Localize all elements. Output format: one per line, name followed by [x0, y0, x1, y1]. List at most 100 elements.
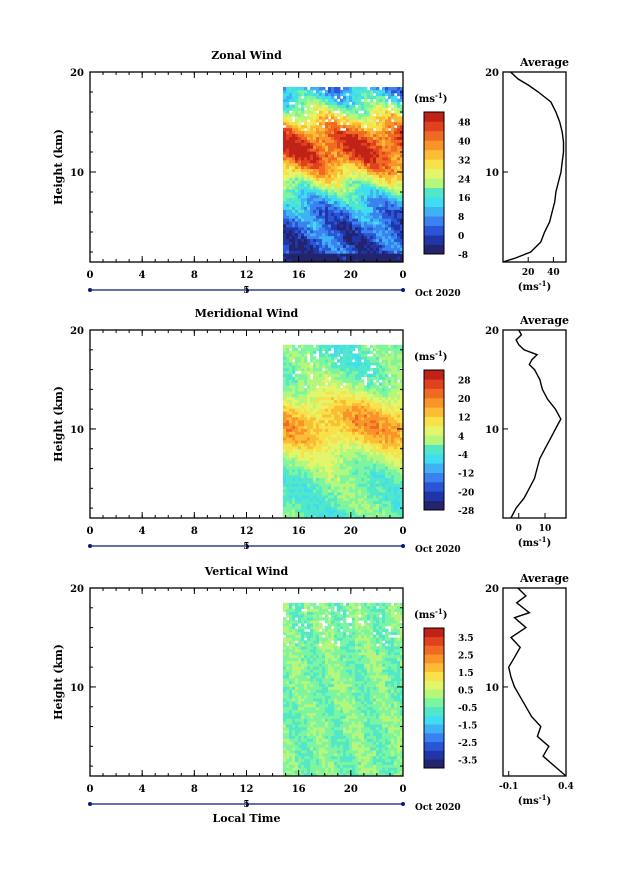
heatmap-cell [373, 212, 377, 216]
heatmap-cell [325, 457, 329, 461]
heatmap-cell [340, 437, 344, 441]
heatmap-cell [379, 396, 383, 401]
heatmap-cell [304, 445, 308, 450]
heatmap-cell [283, 189, 287, 193]
heatmap-cell [283, 382, 287, 386]
heatmap-cell [334, 396, 338, 401]
heatmap-cell [319, 773, 323, 777]
heatmap-cell [394, 136, 398, 140]
heatmap-cell [373, 154, 377, 158]
heatmap-cell [397, 165, 401, 170]
heatmap-cell [376, 224, 380, 228]
heatmap-cell [334, 174, 338, 178]
heatmap-cell [370, 174, 374, 178]
heatmap-cell [298, 180, 302, 184]
heatmap-cell [331, 500, 335, 504]
heatmap-cell [292, 379, 296, 383]
date-tick-label: 5 [243, 286, 249, 296]
heatmap-cell [310, 474, 314, 478]
heatmap-cell [358, 382, 362, 386]
heatmap-cell [358, 192, 362, 196]
heatmap-cell [310, 497, 314, 502]
heatmap-cell [313, 500, 317, 504]
heatmap-cell [349, 206, 353, 210]
heatmap-cell [370, 171, 374, 175]
heatmap-cell [391, 127, 395, 132]
heatmap-cell [322, 506, 326, 510]
heatmap-cell [367, 512, 371, 516]
heatmap-cell [313, 98, 317, 102]
heatmap-cell [328, 259, 332, 263]
heatmap-cell [283, 350, 287, 354]
heatmap-cell [322, 171, 326, 175]
heatmap-cell [283, 130, 287, 135]
heatmap-cell [283, 431, 287, 435]
heatmap-cell [361, 460, 365, 464]
heatmap-cell [364, 139, 368, 143]
heatmap-cell [310, 396, 314, 401]
heatmap-cell [340, 411, 344, 415]
heatmap-cell [331, 171, 335, 175]
heatmap-cell [364, 107, 368, 111]
heatmap-cell [364, 203, 368, 207]
heatmap-cell [376, 180, 380, 184]
heatmap-cell [301, 92, 305, 97]
heatmap-cell [307, 405, 311, 409]
date-axis-end [401, 544, 405, 548]
heatmap-cell [376, 142, 380, 146]
heatmap-cell [379, 165, 383, 170]
heatmap-cell [334, 194, 338, 199]
heatmap-cell [343, 133, 347, 137]
heatmap-cell [346, 477, 350, 481]
heatmap-cell [349, 370, 353, 375]
heatmap-cell [388, 448, 392, 453]
heatmap-cell [388, 388, 392, 392]
heatmap-cell [361, 454, 365, 458]
heatmap-cell [295, 425, 299, 429]
heatmap-cell [334, 497, 338, 502]
heatmap-cell [286, 347, 290, 352]
heatmap-cell [310, 466, 314, 470]
heatmap-cell [313, 414, 317, 418]
heatmap-cell [385, 440, 389, 444]
heatmap-cell [391, 483, 395, 487]
heatmap-cell [307, 408, 311, 412]
heatmap-cell [376, 113, 380, 117]
heatmap-cell [295, 474, 299, 478]
heatmap-cell [292, 428, 296, 432]
heatmap-cell [370, 393, 374, 398]
heatmap-cell [340, 359, 344, 363]
heatmap-cell [391, 145, 395, 149]
heatmap-cell [286, 509, 290, 513]
heatmap-cell [391, 512, 395, 516]
heatmap-cell [355, 124, 359, 129]
heatmap-cell [292, 136, 296, 140]
heatmap-cell [400, 344, 404, 349]
heatmap-cell [304, 95, 308, 100]
heatmap-cell [295, 379, 299, 383]
heatmap-cell [352, 232, 356, 237]
heatmap-cell [325, 186, 329, 190]
heatmap-cell [331, 95, 335, 100]
heatmap-cell [394, 445, 398, 450]
heatmap-cell [343, 414, 347, 418]
heatmap-cell [343, 445, 347, 450]
heatmap-cell [328, 101, 332, 105]
heatmap-cell [322, 492, 326, 496]
heatmap-cell [340, 229, 344, 234]
heatmap-cell [385, 162, 389, 167]
heatmap-cell [379, 104, 383, 108]
heatmap-cell [355, 203, 359, 207]
heatmap-cell [310, 500, 314, 504]
heatmap-cell [346, 428, 350, 432]
heatmap-cell [304, 244, 308, 248]
heatmap-cell [349, 203, 353, 207]
heatmap-cell [313, 101, 317, 105]
heatmap-cell [346, 133, 350, 137]
heatmap-cell [385, 359, 389, 363]
heatmap-cell [325, 256, 329, 260]
heatmap-cell [313, 393, 317, 398]
heatmap-cell [283, 119, 287, 123]
heatmap-cell [370, 162, 374, 167]
heatmap-cell [319, 194, 323, 199]
